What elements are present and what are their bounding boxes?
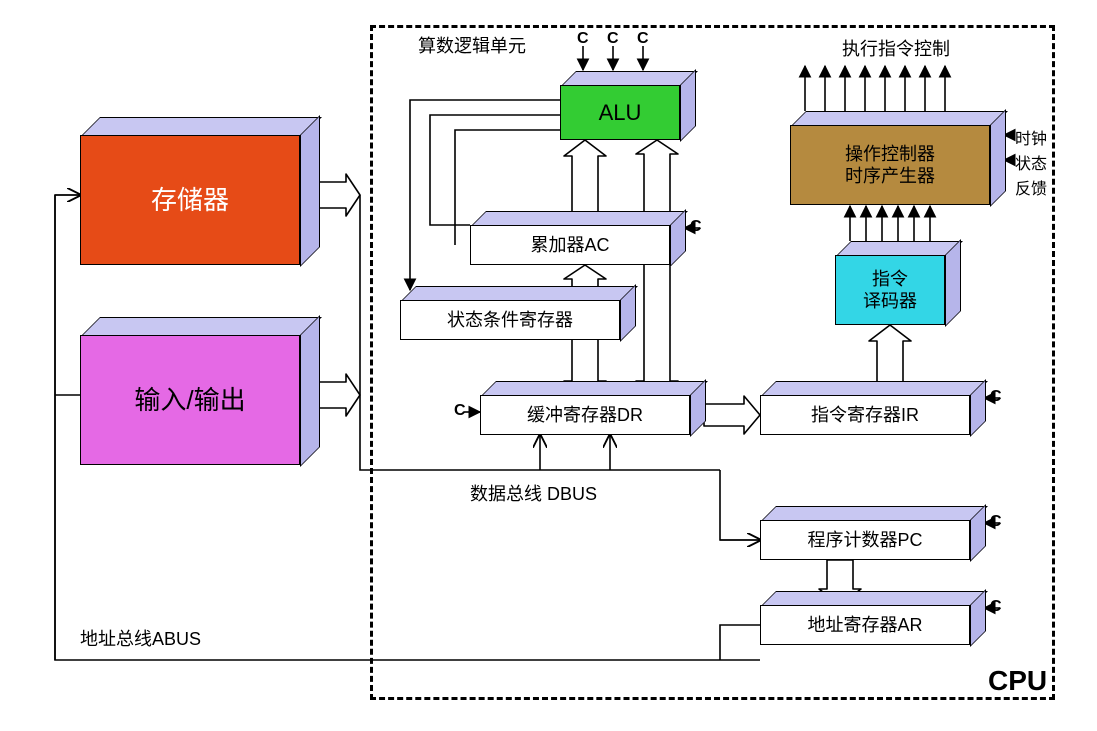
c-label: C: [577, 30, 589, 48]
block-memory: 存储器: [80, 117, 318, 265]
block-dr: 缓冲寄存器DR: [480, 381, 704, 435]
label-status: 状态: [1015, 150, 1047, 174]
block-ir-label: 指令寄存器IR: [760, 395, 970, 435]
block-ctrl: 操作控制器 时序产生器: [790, 111, 1004, 205]
c-label: C: [690, 218, 702, 236]
block-decoder: 指令 译码器: [835, 241, 959, 325]
wire-abus_arrow_mem: [55, 195, 80, 660]
block-pc: 程序计数器PC: [760, 506, 984, 560]
block-memory-label: 存储器: [80, 135, 300, 265]
c-label: C: [607, 30, 619, 48]
c-label: C: [990, 598, 1002, 616]
block-ar: 地址寄存器AR: [760, 591, 984, 645]
label-feedback: 反馈: [1015, 175, 1047, 199]
c-label: C: [637, 30, 649, 48]
label-clock: 时钟: [1015, 125, 1047, 149]
block-alu-label: ALU: [560, 85, 680, 140]
block-ar-label: 地址寄存器AR: [760, 605, 970, 645]
c-label: C: [990, 513, 1002, 531]
label-alu_name: 算数逻辑单元: [418, 32, 526, 58]
c-label: C: [990, 388, 1002, 406]
block-flags: 状态条件寄存器: [400, 286, 634, 340]
block-io-label: 输入/输出: [80, 335, 300, 465]
block-ac: 累加器AC: [470, 211, 684, 265]
block-ac-label: 累加器AC: [470, 225, 670, 265]
label-exec_ctrl: 执行指令控制: [842, 35, 950, 61]
block-decoder-label: 指令 译码器: [835, 255, 945, 325]
block-ir: 指令寄存器IR: [760, 381, 984, 435]
cpu-label: CPU: [988, 665, 1047, 697]
block-io: 输入/输出: [80, 317, 318, 465]
block-dr-label: 缓冲寄存器DR: [480, 395, 690, 435]
label-dbus: 数据总线 DBUS: [470, 480, 597, 506]
label-abus: 地址总线ABUS: [80, 625, 201, 651]
diagram-stage: 存储器输入/输出 ALU 累加器AC 状态条件寄存器缓冲寄存器DR 指令寄存器IR 程序计…: [0, 0, 1097, 731]
block-flags-label: 状态条件寄存器: [400, 300, 620, 340]
c-label: C: [454, 402, 466, 420]
block-pc-label: 程序计数器PC: [760, 520, 970, 560]
block-ctrl-label: 操作控制器 时序产生器: [790, 125, 990, 205]
block-alu: ALU: [560, 71, 694, 140]
